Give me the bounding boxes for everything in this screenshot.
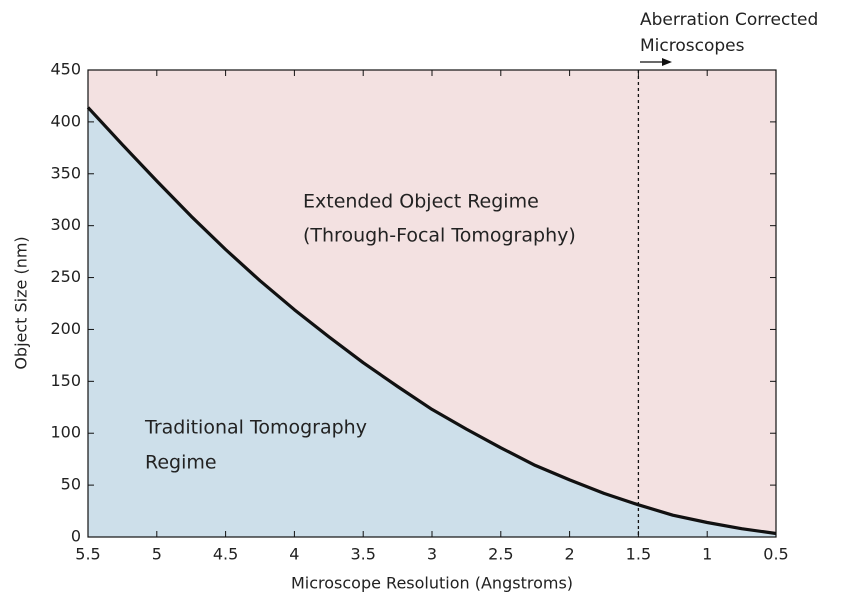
x-tick-label: 2 xyxy=(565,545,575,564)
y-tick-label: 100 xyxy=(50,423,81,442)
x-tick-label: 3 xyxy=(427,545,437,564)
x-tick-label: 3.5 xyxy=(350,545,375,564)
arrow-head xyxy=(662,58,672,66)
annotation: Traditional Tomography xyxy=(144,417,367,439)
annotation: Extended Object Regime xyxy=(303,191,539,213)
y-tick-label: 300 xyxy=(50,215,81,234)
x-tick-label: 2.5 xyxy=(488,545,513,564)
y-tick-label: 150 xyxy=(50,371,81,390)
x-tick-label: 1.5 xyxy=(626,545,651,564)
x-axis-label: Microscope Resolution (Angstroms) xyxy=(291,574,573,593)
x-tick-label: 5.5 xyxy=(75,545,100,564)
annotation: Microscopes xyxy=(640,36,745,56)
annotation: Aberration Corrected xyxy=(640,10,818,30)
lower-region xyxy=(88,107,776,538)
y-tick-label: 250 xyxy=(50,267,81,286)
y-tick-label: 450 xyxy=(50,60,81,79)
x-tick-label: 0.5 xyxy=(763,545,788,564)
y-tick-label: 200 xyxy=(50,319,81,338)
x-tick-label: 4.5 xyxy=(213,545,238,564)
y-tick-label: 400 xyxy=(50,111,81,130)
y-tick-label: 0 xyxy=(71,527,81,546)
x-tick-label: 4 xyxy=(289,545,299,564)
y-tick-label: 50 xyxy=(61,475,81,494)
y-tick-label: 350 xyxy=(50,163,81,182)
annotation: Regime xyxy=(145,452,217,474)
curve xyxy=(86,106,777,536)
y-axis-label: Object Size (nm) xyxy=(12,236,31,369)
x-tick-label: 1 xyxy=(702,545,712,564)
x-tick-label: 5 xyxy=(152,545,162,564)
annotation: (Through-Focal Tomography) xyxy=(303,225,576,247)
